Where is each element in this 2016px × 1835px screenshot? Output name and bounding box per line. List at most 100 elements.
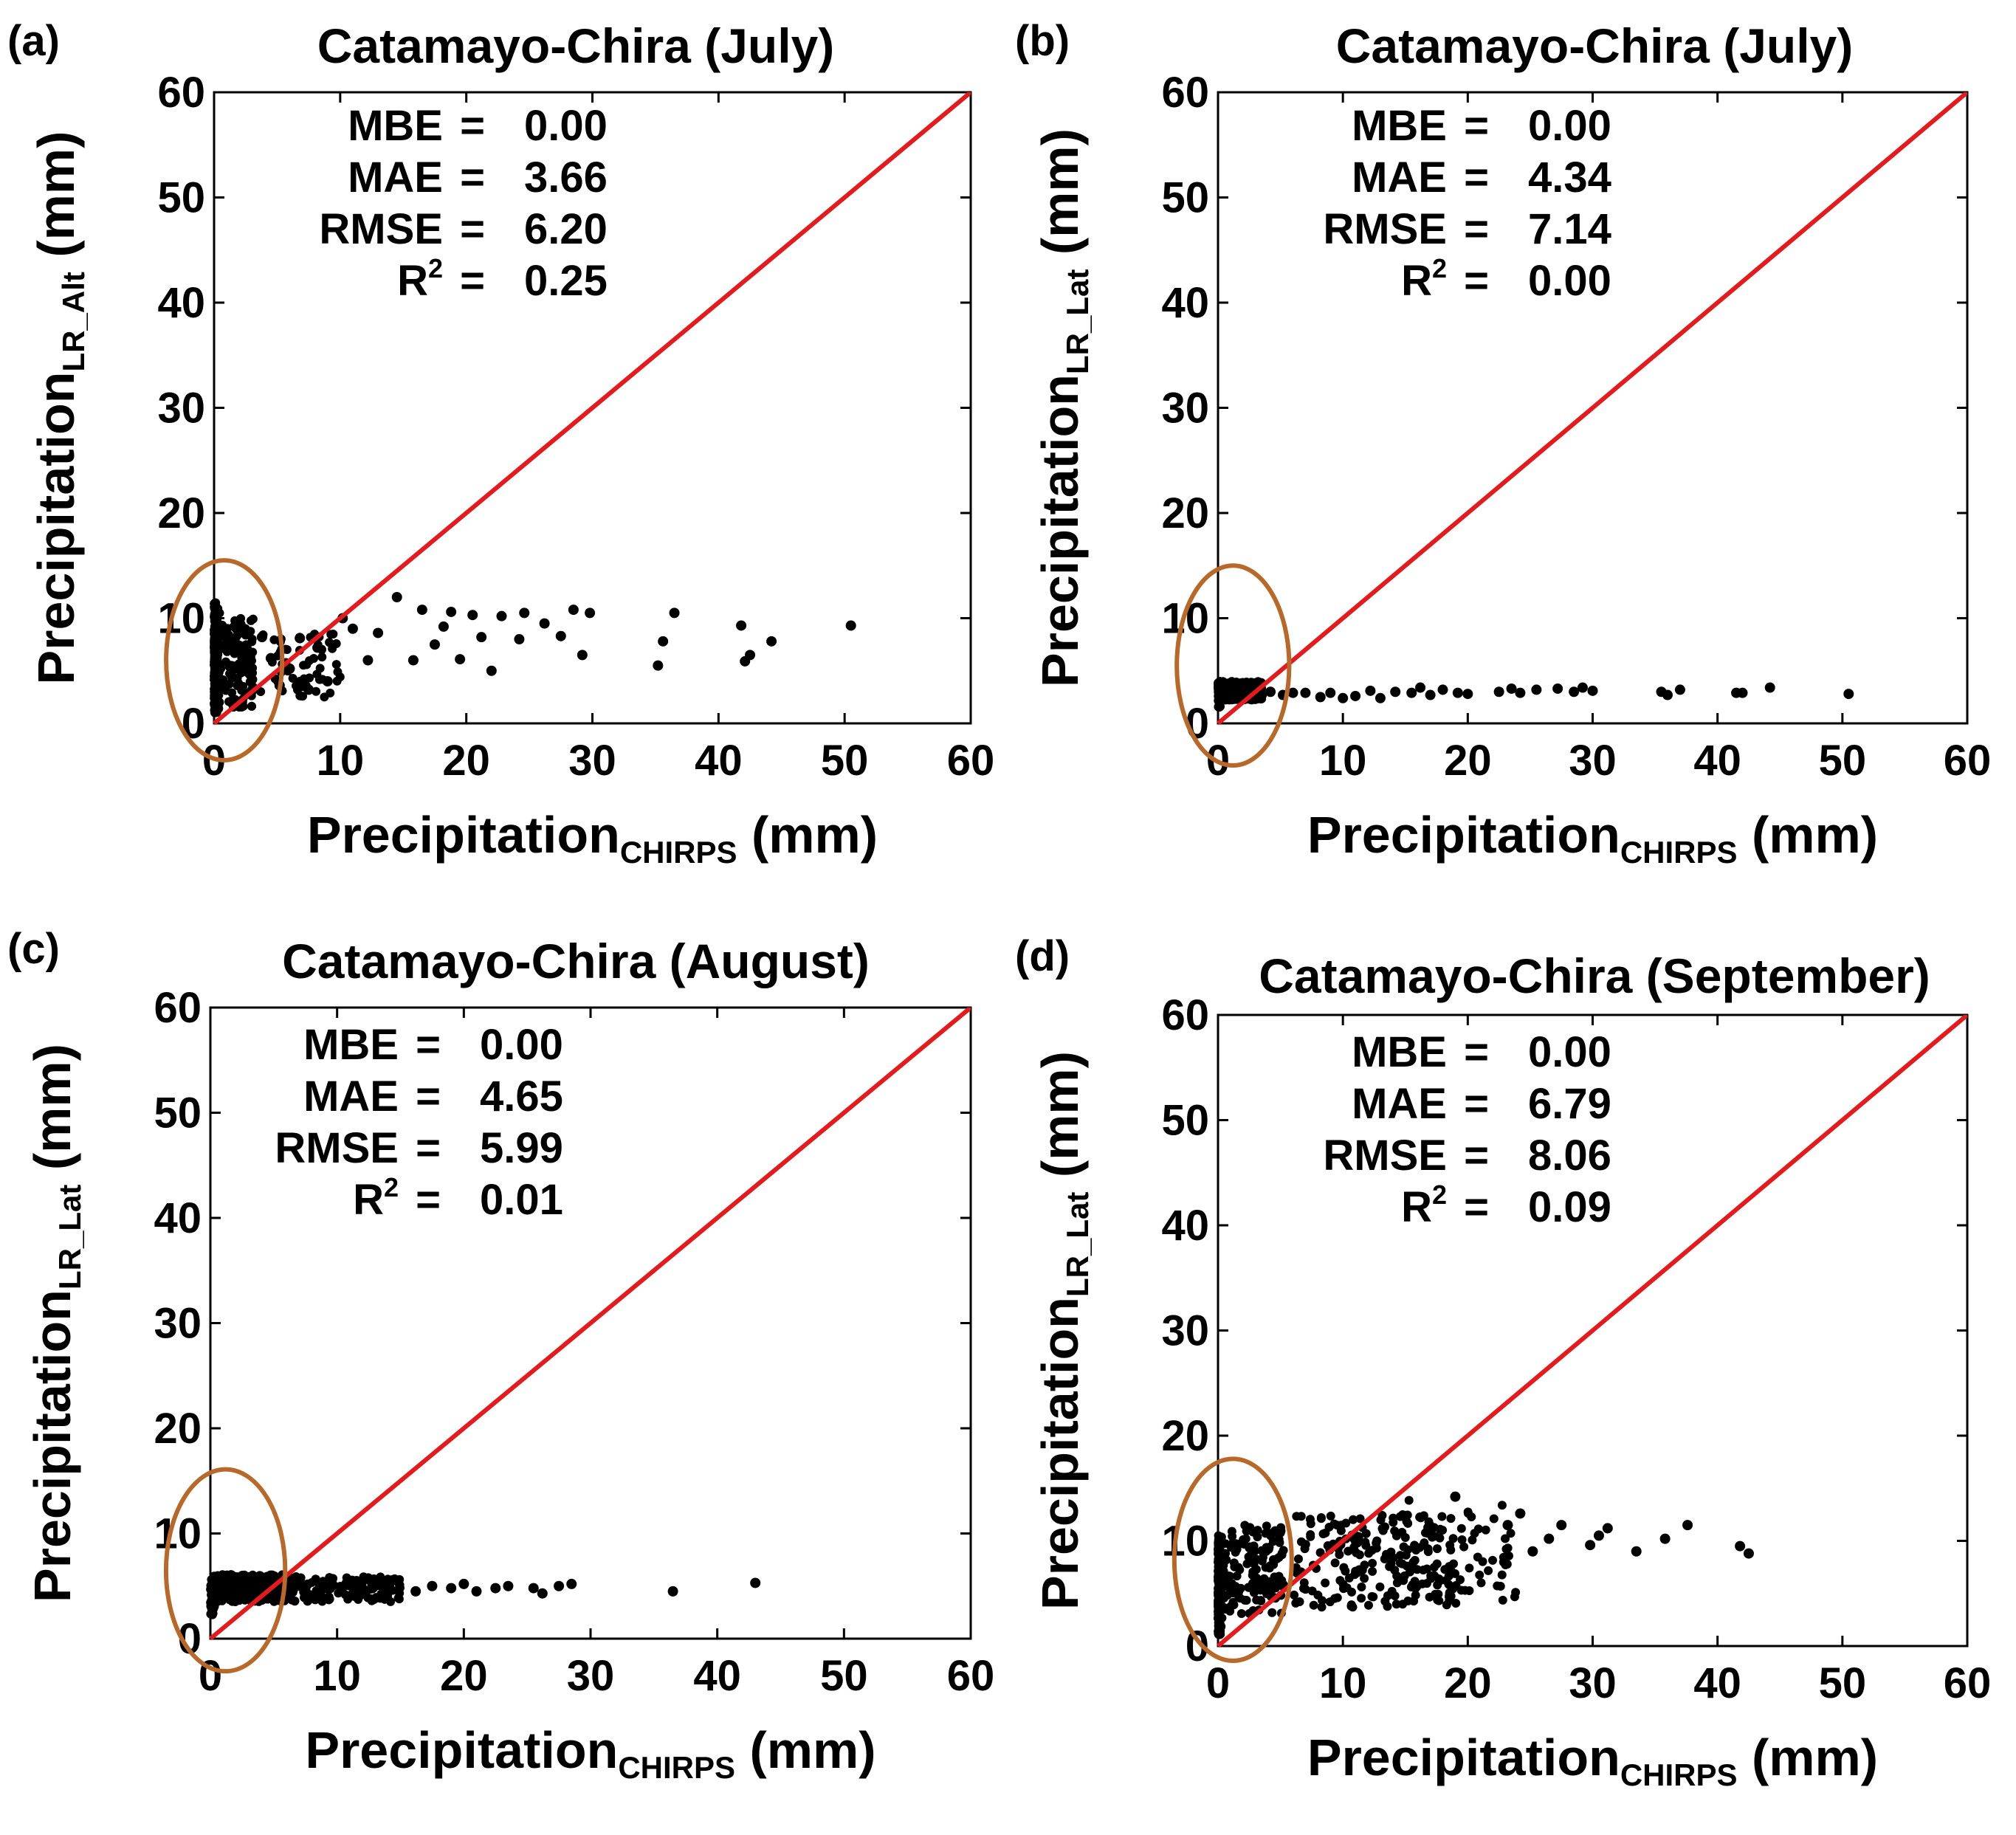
y-tick-label: 10 (157, 595, 205, 643)
scatter-point (1306, 1532, 1315, 1541)
scatter-point (333, 667, 343, 677)
scatter-point (528, 1583, 539, 1594)
scatter-point (1506, 1529, 1516, 1538)
scatter-point (1593, 1530, 1604, 1541)
panel-d: (d) Catamayo-Chira (September)00101020203… (1015, 932, 1991, 1792)
stat-equals: = (460, 102, 485, 150)
stats-block: MBE = 0.00 MAE = 4.34 RMSE = 7.14 R2 = 0.00 (1323, 102, 1611, 305)
scatter-point (539, 618, 550, 629)
scatter-point (1214, 703, 1224, 712)
y-tick-label: 0 (182, 700, 205, 748)
x-tick-label: 50 (1819, 737, 1867, 785)
scatter-point (224, 1588, 233, 1597)
y-tick-label: 20 (1161, 489, 1209, 537)
scatter-point (1341, 1566, 1350, 1576)
stat-equals: = (416, 1124, 441, 1172)
scatter-point (1493, 1581, 1502, 1591)
x-tick-label: 20 (1444, 737, 1492, 785)
scatter-point (1510, 1592, 1519, 1602)
scatter-point (305, 656, 314, 666)
scatter-point (1425, 1592, 1434, 1602)
scatter-point (486, 665, 497, 676)
scatter-point (1435, 1533, 1445, 1543)
scatter-point (1317, 1602, 1327, 1612)
stat-name: MBE (348, 102, 443, 150)
x-tick-label: 10 (317, 737, 365, 785)
scatter-point (1556, 1520, 1567, 1531)
scatter-point (210, 598, 220, 607)
scatter-point (295, 633, 306, 644)
scatter-point (1338, 692, 1349, 703)
scatter-point (1316, 1513, 1326, 1523)
scatter-point (1301, 1540, 1310, 1549)
scatter-point (1225, 1571, 1234, 1581)
scatter-point (1360, 1574, 1369, 1583)
scatter-point (1261, 1529, 1270, 1538)
scatter-point (1656, 686, 1667, 698)
scatter-point (295, 1580, 304, 1590)
scatter-point (1238, 680, 1248, 689)
stat-equals: = (416, 1021, 441, 1069)
scatter-point (1231, 1585, 1240, 1594)
scatter-point (658, 636, 669, 647)
scatter-point (1214, 687, 1223, 697)
scatter-point (369, 1583, 379, 1592)
panel-label: (a) (7, 17, 60, 65)
scatter-point (1457, 1535, 1467, 1544)
scatter-point (455, 654, 466, 665)
stats-block: MBE = 0.00 MAE = 6.79 RMSE = 8.06 R2 = 0.09 (1323, 1028, 1611, 1231)
scatter-point (331, 638, 341, 648)
scatter-point (1248, 1583, 1258, 1592)
scatter-point (1383, 1602, 1392, 1611)
scatter-point (1735, 1540, 1746, 1552)
scatter-point (1764, 682, 1775, 693)
scatter-point (240, 644, 251, 655)
scatter-point (290, 1597, 300, 1606)
scatter-point (1498, 1595, 1507, 1605)
scatter-point (273, 1591, 283, 1600)
x-tick-label: 60 (947, 1652, 995, 1700)
scatter-point (320, 692, 329, 702)
x-tick-label: 50 (820, 1652, 868, 1700)
scatter-point (1489, 1514, 1499, 1524)
stat-name: R2 (353, 1172, 399, 1224)
scatter-point (305, 673, 314, 683)
chart-title: Catamayo-Chira (July) (1336, 18, 1854, 73)
stat-equals: = (1464, 1132, 1489, 1180)
scatter-point (1484, 1566, 1493, 1575)
scatter-point (1497, 1501, 1507, 1510)
x-tick-label: 50 (821, 737, 869, 785)
scatter-point (390, 1574, 399, 1583)
scatter-point (1631, 1546, 1642, 1557)
y-axis-label: PrecipitationLR_Lat (mm) (1031, 128, 1095, 687)
scatter-point (328, 1574, 337, 1584)
scatter-point (1292, 1512, 1301, 1521)
scatter-point (317, 1597, 327, 1606)
scatter-point (362, 655, 374, 666)
scatter-point (1503, 1543, 1513, 1553)
scatter-point (230, 647, 239, 656)
scatter-point (1350, 690, 1361, 701)
scatter-point (410, 1586, 422, 1597)
stat-value: 0.00 (524, 102, 608, 150)
scatter-point (303, 684, 314, 695)
stat-name: MBE (1352, 102, 1447, 150)
scatter-point (312, 669, 322, 679)
scatter-point (1367, 1591, 1377, 1601)
scatter-point (1267, 1608, 1277, 1617)
scatter-point (1502, 1520, 1513, 1531)
scatter-point (354, 1577, 363, 1586)
scatter-point (1451, 1598, 1461, 1608)
scatter-point (261, 1579, 271, 1588)
scatter-point (1326, 1511, 1335, 1521)
stat-value: 4.65 (480, 1073, 563, 1120)
chart-title: Catamayo-Chira (September) (1259, 949, 1930, 1003)
scatter-point (496, 610, 507, 622)
scatter-point (288, 673, 297, 683)
panel-label: (c) (7, 925, 60, 973)
scatter-point (240, 1570, 250, 1580)
scatter-point (1321, 1578, 1330, 1588)
stat-equals: = (1464, 102, 1489, 150)
x-tick-label: 50 (1819, 1659, 1867, 1707)
y-tick-label: 40 (1161, 279, 1209, 327)
